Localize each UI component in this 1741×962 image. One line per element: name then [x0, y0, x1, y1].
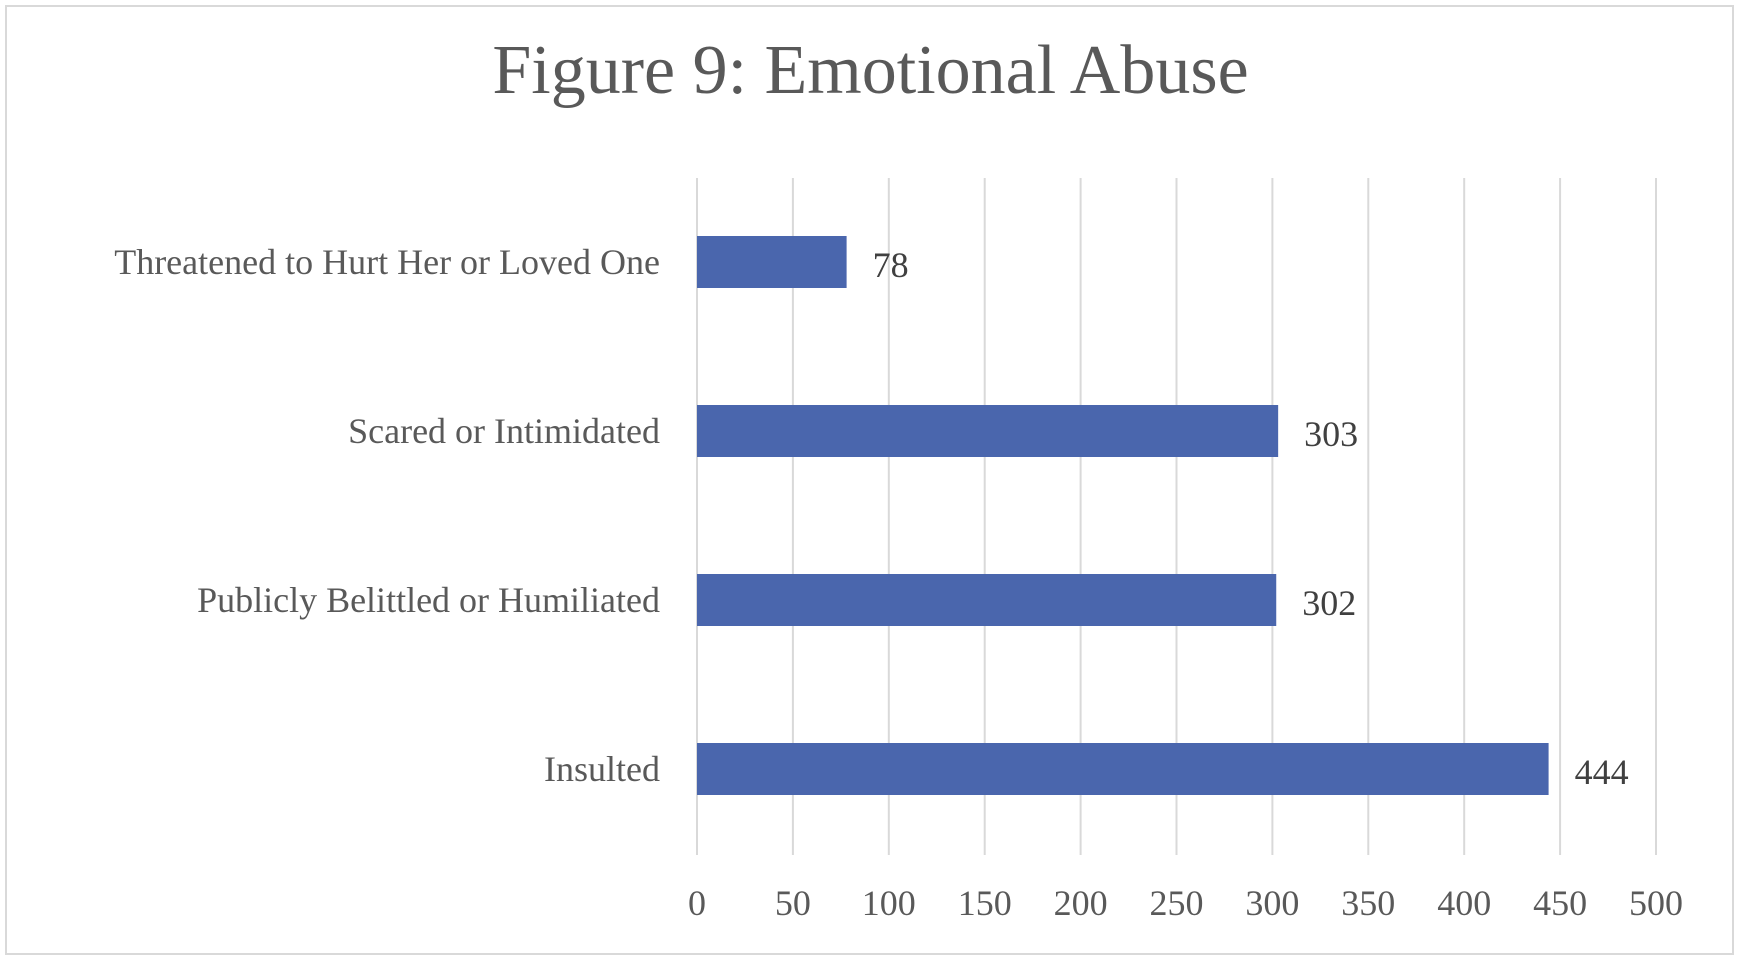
- x-tick-label: 100: [862, 883, 916, 923]
- x-tick-label: 400: [1437, 883, 1491, 923]
- x-tick-label: 200: [1054, 883, 1108, 923]
- category-label: Publicly Belittled or Humiliated: [197, 580, 660, 620]
- bar: [697, 236, 847, 288]
- x-tick-label: 50: [775, 883, 811, 923]
- data-label: 302: [1302, 583, 1356, 623]
- x-tick-label: 150: [958, 883, 1012, 923]
- bars: [697, 236, 1549, 795]
- chart-frame: [5, 5, 1734, 955]
- x-tick-label: 450: [1533, 883, 1587, 923]
- data-label: 303: [1304, 414, 1358, 454]
- x-tick-label: 500: [1629, 883, 1683, 923]
- category-label: Threatened to Hurt Her or Loved One: [114, 242, 660, 282]
- x-tick-label: 300: [1245, 883, 1299, 923]
- category-label: Insulted: [544, 749, 660, 789]
- gridlines: [696, 178, 1657, 855]
- chart-title: Figure 9: Emotional Abuse: [492, 32, 1249, 109]
- x-tick-label: 250: [1150, 883, 1204, 923]
- data-label: 444: [1575, 752, 1629, 792]
- x-tick-label: 0: [688, 883, 706, 923]
- x-tick-label: 350: [1341, 883, 1395, 923]
- labels: 0 50 100 150 200 250 300 350 400 450 500 Insulted 44…: [114, 242, 1683, 923]
- bar: [697, 405, 1279, 457]
- bar: [697, 574, 1277, 626]
- bar: [697, 743, 1549, 795]
- category-label: Scared or Intimidated: [348, 411, 660, 451]
- data-label: 78: [873, 245, 909, 285]
